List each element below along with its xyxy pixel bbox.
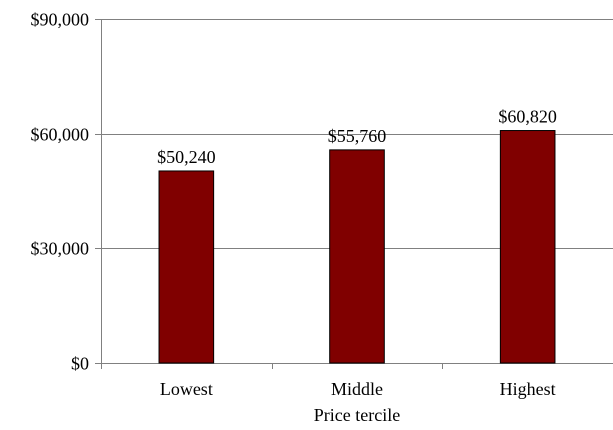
data-labels: $50,240 $55,760 $60,820 <box>157 107 557 167</box>
y-tick-label: $30,000 <box>31 239 90 259</box>
x-category-labels: Lowest Middle Highest <box>160 379 556 399</box>
y-tick-label: $60,000 <box>31 125 90 145</box>
category-label: Highest <box>500 379 556 399</box>
data-label: $50,240 <box>157 147 216 167</box>
bars <box>158 130 556 364</box>
bar <box>158 170 215 364</box>
bar <box>499 130 556 364</box>
bar <box>329 149 385 364</box>
data-label: $60,820 <box>498 107 557 127</box>
category-label: Middle <box>331 379 383 399</box>
y-tick-label: $0 <box>71 354 89 374</box>
data-label: $55,760 <box>328 126 387 146</box>
category-label: Lowest <box>160 379 213 399</box>
x-axis-title: Price tercile <box>314 405 400 425</box>
y-tick-label: $90,000 <box>31 10 90 30</box>
y-tick-labels: $0 $30,000 $60,000 $90,000 <box>31 10 90 374</box>
